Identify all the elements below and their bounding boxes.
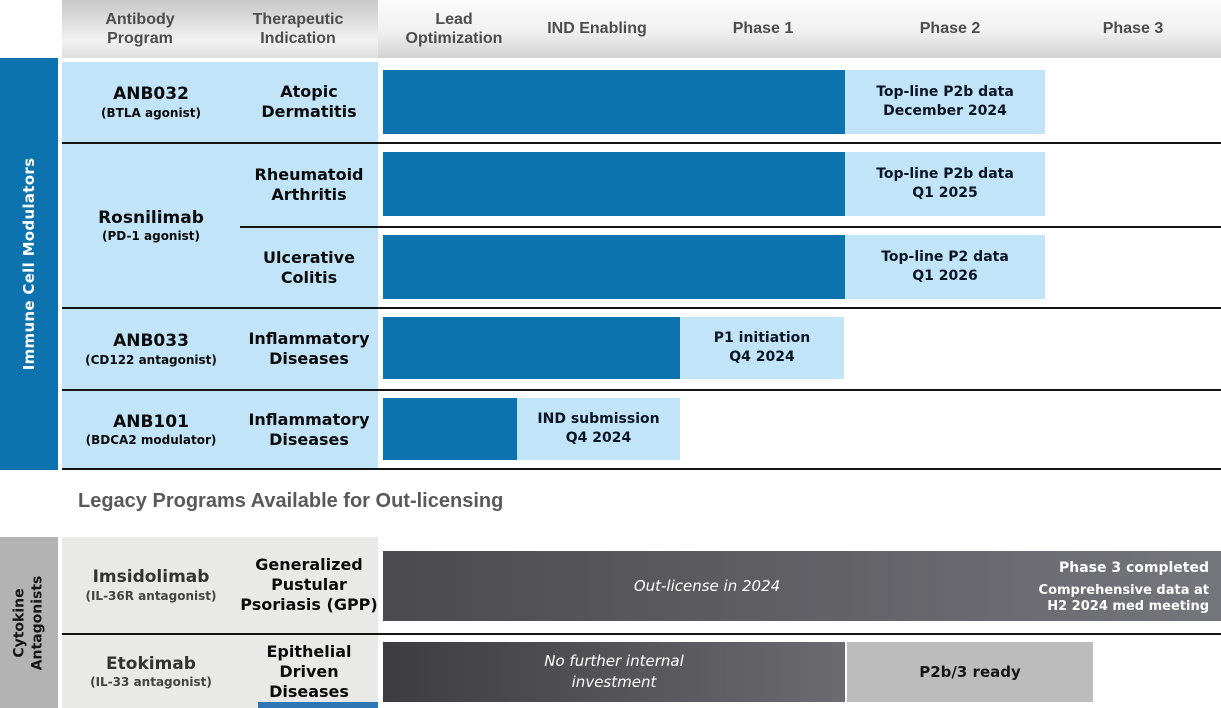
legacy-section-label: Cytokine Antagonists [11, 575, 46, 670]
program-cell-anb033: ANB033 (CD122 antagonist) [62, 309, 240, 389]
milestone-note-anb032: Top-line P2b data December 2024 [845, 70, 1045, 134]
status-phase3-completed: Phase 3 completed [1058, 560, 1209, 576]
immune-section-label: Immune Cell Modulators [20, 157, 38, 371]
program-cell-anb101: ANB101 (BDCA2 modulator) [62, 391, 240, 468]
indication-cell: Atopic Dermatitis [240, 62, 378, 142]
section-bottom-divider [62, 468, 1221, 470]
program-mechanism: (BDCA2 modulator) [85, 433, 217, 448]
milestone-line1: P1 initiation [713, 330, 811, 347]
legacy-cells-background [62, 537, 378, 708]
program-name: Rosnilimab [98, 207, 204, 228]
program-name: ANB101 [113, 411, 189, 432]
program-cell-anb032: ANB032 (BTLA agonist) [62, 62, 240, 142]
milestone-line2: December 2024 [883, 103, 1007, 119]
milestone-note-rosnilimab-uc: Top-line P2 data Q1 2026 [845, 235, 1045, 299]
milestone-line1: IND submission [537, 411, 660, 428]
immune-cells-background [62, 62, 378, 468]
legacy-bar-imsidolimab: Out-license in 2024 Phase 3 completed Co… [383, 551, 1221, 621]
milestone-line2: Q4 2024 [565, 430, 632, 446]
indication-label: Rheumatoid Arthritis [254, 165, 364, 204]
header-band-right [378, 0, 1221, 58]
row-divider [62, 389, 1221, 391]
bar-label: Out-license in 2024 [633, 576, 781, 595]
row-divider [62, 142, 1221, 144]
status-comprehensive-data: Comprehensive data at H2 2024 med meetin… [1038, 583, 1209, 615]
program-mechanism: (IL-33 antagonist) [90, 675, 212, 690]
column-header-phase2: Phase 2 [919, 20, 981, 38]
program-mechanism: (PD-1 agonist) [102, 229, 200, 244]
row-divider [62, 307, 1221, 309]
milestone-note-anb033: P1 initiation Q4 2024 [680, 317, 844, 379]
progress-bar-anb032 [383, 70, 845, 134]
header-band-left [62, 0, 378, 58]
milestone-line2: Q4 2024 [729, 349, 795, 365]
column-header-therapeutic-indication: Therapeutic Indication [252, 10, 344, 47]
progress-bar-anb101 [383, 398, 517, 460]
indication-label: Inflammatory Diseases [248, 409, 370, 449]
indication-label: Epithelial Driven Diseases [266, 641, 352, 701]
legacy-section-title: Legacy Programs Available for Out-licens… [78, 490, 504, 512]
milestone-line1: Top-line P2b data [876, 84, 1014, 101]
indication-cell: Ulcerative Colitis [240, 228, 378, 307]
indication-cell: Epithelial Driven Diseases [240, 635, 378, 708]
progress-bar-rosnilimab-ra [383, 152, 845, 216]
milestone-line2: Q1 2026 [912, 268, 978, 284]
program-mechanism: (BTLA agonist) [101, 105, 201, 120]
column-header-phase3: Phase 3 [1102, 20, 1164, 38]
program-name: ANB032 [113, 84, 189, 105]
milestone-note-rosnilimab-ra: Top-line P2b data Q1 2025 [845, 152, 1045, 216]
program-mechanism: (IL-36R antagonist) [85, 588, 217, 603]
column-header-ind-enabling: IND Enabling [547, 20, 647, 38]
program-name: ANB033 [113, 331, 189, 352]
column-header-phase1: Phase 1 [732, 20, 794, 38]
program-cell-imsidolimab: Imsidolimab (IL-36R antagonist) [62, 537, 240, 633]
legacy-section-sidebar: Cytokine Antagonists [0, 537, 58, 708]
indication-cell: Generalized Pustular Psoriasis (GPP) [240, 537, 378, 633]
program-cell-rosnilimab: Rosnilimab (PD-1 agonist) [62, 144, 240, 307]
legacy-bar-etokimab: No further internal investment [383, 642, 845, 702]
etokimab-status-bar: P2b/3 ready [847, 642, 1093, 702]
milestone-line2: Q1 2025 [912, 185, 978, 201]
indication-label: Inflammatory Diseases [248, 329, 370, 368]
program-cell-etokimab: Etokimab (IL-33 antagonist) [62, 635, 240, 708]
status-p2b3-ready: P2b/3 ready [919, 663, 1021, 681]
milestone-line1: Top-line P2 data [881, 249, 1009, 266]
column-header-antibody-program: Antibody Program [105, 10, 175, 47]
progress-bar-anb033 [383, 317, 680, 379]
column-header-lead-optimization: Lead Optimization [405, 10, 503, 47]
milestone-line1: Top-line P2b data [876, 166, 1014, 183]
indication-cell: Inflammatory Diseases [240, 309, 378, 389]
indication-cell: Inflammatory Diseases [240, 391, 378, 468]
milestone-note-anb101: IND submission Q4 2024 [517, 398, 680, 460]
program-name: Etokimab [106, 653, 196, 674]
row-divider [240, 226, 1221, 228]
bar-label: No further internal investment [544, 652, 684, 691]
immune-section-sidebar: Immune Cell Modulators [0, 58, 58, 470]
bottom-cropped-blue-strip [258, 702, 378, 708]
indication-label: Ulcerative Colitis [263, 247, 355, 287]
imsidolimab-status: Phase 3 completed Comprehensive data at … [1019, 560, 1209, 616]
indication-label: Atopic Dermatitis [261, 82, 357, 121]
program-mechanism: (CD122 antagonist) [85, 352, 217, 367]
indication-label: Generalized Pustular Psoriasis (GPP) [240, 555, 378, 614]
indication-cell: Rheumatoid Arthritis [240, 144, 378, 226]
program-name: Imsidolimab [92, 567, 210, 588]
progress-bar-rosnilimab-uc [383, 235, 845, 299]
row-divider [62, 633, 1221, 635]
